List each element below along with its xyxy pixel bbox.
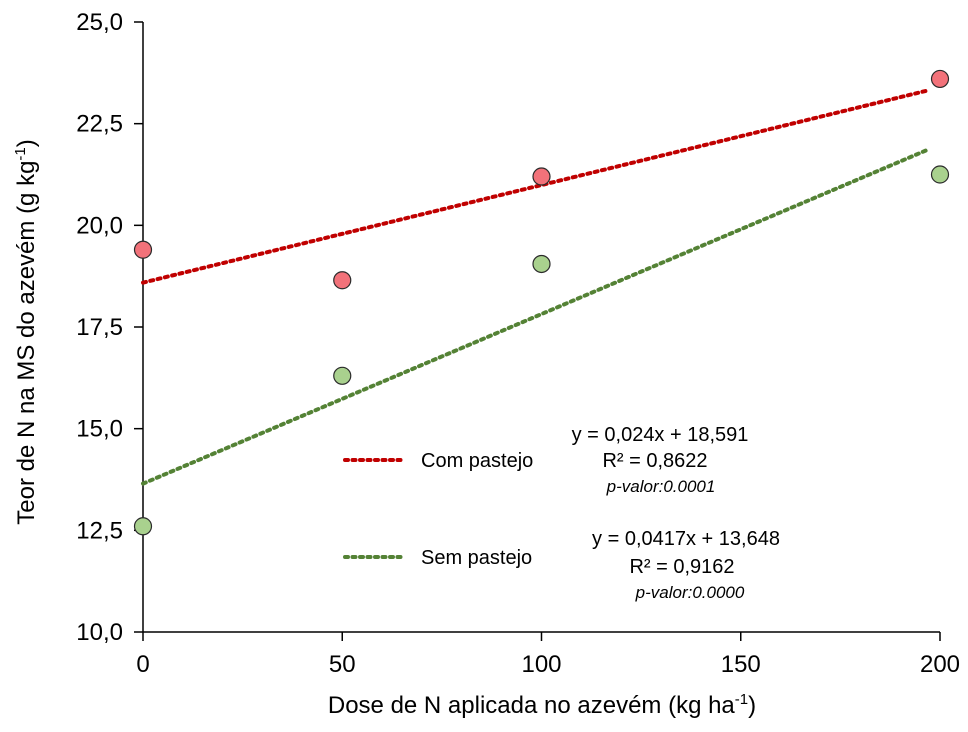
data-point-com-pastejo <box>532 167 551 186</box>
y-tick-label: 22,5 <box>76 111 123 138</box>
data-point-sem-pastejo <box>133 517 153 536</box>
x-tick-label: 50 <box>329 651 356 678</box>
axes <box>142 22 940 633</box>
equation-com-pastejo: y = 0,024x + 18,591 <box>572 424 749 446</box>
pvalue-com-pastejo: p-valor:0.0001 <box>606 477 716 496</box>
x-tick-label: 0 <box>136 651 149 678</box>
y-axis-title: Teor de N na MS do azevém (g kg-1) <box>12 139 40 525</box>
x-axis-title: Dose de N aplicada no azevém (kg ha-1) <box>328 691 756 719</box>
data-point-com-pastejo <box>333 271 352 290</box>
data-point-sem-pastejo <box>333 366 352 385</box>
x-tick-label: 200 <box>920 651 960 678</box>
y-tick-label: 20,0 <box>76 212 123 239</box>
y-tick-label: 17,5 <box>76 314 123 341</box>
data-point-com-pastejo <box>930 69 950 89</box>
y-tick-label: 15,0 <box>76 416 123 443</box>
y-tick-label: 25,0 <box>76 9 123 36</box>
r2-sem-pastejo: R² = 0,9162 <box>629 556 734 578</box>
r2-com-pastejo: R² = 0,8622 <box>602 450 707 472</box>
trendline-sem-pastejo <box>141 147 931 486</box>
legend: Com pastejo Sem pastejo <box>343 450 533 569</box>
data-point-sem-pastejo <box>532 254 551 274</box>
data-point-sem-pastejo <box>930 165 950 184</box>
tick-marks <box>134 21 941 641</box>
legend-label-com-pastejo: Com pastejo <box>421 450 533 472</box>
equation-sem-pastejo: y = 0,0417x + 13,648 <box>592 528 780 550</box>
x-tick-label: 100 <box>521 651 561 678</box>
regression-annotations: y = 0,024x + 18,591 R² = 0,8622 p-valor:… <box>572 424 780 602</box>
trendline-com-pastejo <box>141 88 931 285</box>
legend-label-sem-pastejo: Sem pastejo <box>421 547 532 569</box>
trendlines <box>141 88 931 486</box>
y-tick-label: 10,0 <box>76 619 123 646</box>
tick-labels: 10,0 12,5 15,0 17,5 20,0 22,5 25,0 0 50 100 150 200 <box>76 9 960 678</box>
pvalue-sem-pastejo: p-valor:0.0000 <box>635 583 745 602</box>
data-point-com-pastejo <box>133 240 153 259</box>
x-tick-label: 150 <box>721 651 761 678</box>
data-points <box>133 69 950 536</box>
y-tick-label: 12,5 <box>76 517 123 544</box>
